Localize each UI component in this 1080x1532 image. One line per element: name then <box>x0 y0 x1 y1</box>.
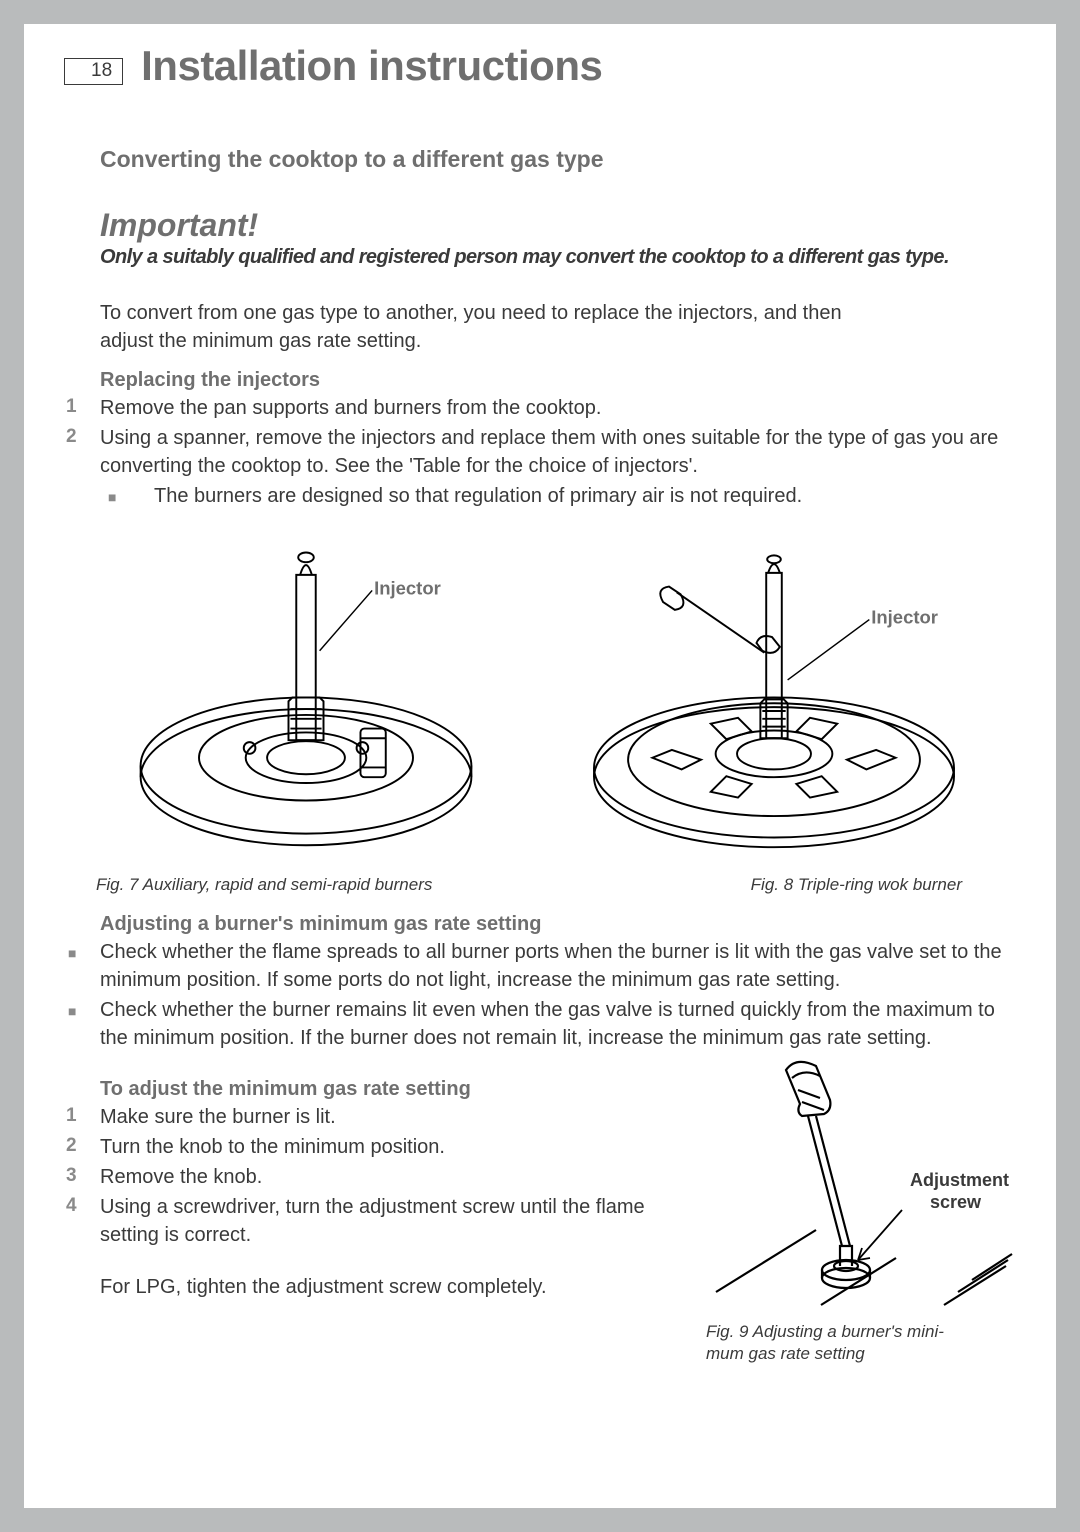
list-item: 2 Using a spanner, remove the injectors … <box>64 424 1016 480</box>
figure-caption: Fig. 9 Adjusting a burner's mini- mum ga… <box>706 1321 1016 1365</box>
replacing-bullet: ■ The burners are designed so that regul… <box>100 482 1016 510</box>
step-text: Remove the knob. <box>100 1163 676 1191</box>
bullet-icon: ■ <box>64 938 100 964</box>
adjusting-bullets: ■ Check whether the flame spreads to all… <box>64 938 1016 1052</box>
bottom-row: To adjust the minimum gas rate setting 1… <box>64 1060 1016 1365</box>
important-subtext: Only a suitably qualified and registered… <box>100 246 1016 269</box>
figure-caption: Fig. 8 Triple-ring wok burner <box>560 875 988 895</box>
bullet-text: Check whether the burner remains lit eve… <box>100 996 1016 1052</box>
adjustment-label-1: Adjustment <box>910 1170 1009 1190</box>
bullet-icon: ■ <box>100 482 154 508</box>
step-text: Using a screwdriver, turn the adjustment… <box>100 1193 676 1249</box>
step-number: 2 <box>64 424 100 451</box>
figures-row: Injector Fig. 7 Auxiliary, rapid and sem… <box>92 534 988 895</box>
figure-7: Injector Fig. 7 Auxiliary, rapid and sem… <box>92 534 520 895</box>
page-number-box: 18 <box>64 58 123 85</box>
lpg-note: For LPG, tighten the adjustment screw co… <box>100 1273 676 1301</box>
step-number: 4 <box>64 1193 100 1220</box>
figure-9: Adjustment screw Fig. 9 Adjusting a burn… <box>706 1060 1016 1365</box>
list-item: ■ Check whether the flame spreads to all… <box>64 938 1016 994</box>
section-heading: Converting the cooktop to a different ga… <box>100 146 1016 173</box>
toadjust-heading: To adjust the minimum gas rate setting <box>100 1078 676 1101</box>
important-heading: Important! <box>100 207 1016 244</box>
manual-page: 18 Installation instructions Converting … <box>24 24 1056 1508</box>
step-number: 2 <box>64 1133 100 1160</box>
burner-diagram-icon: Injector <box>92 534 520 865</box>
adjustment-screw-diagram-icon: Adjustment screw <box>706 1060 1016 1310</box>
toadjust-steps: 1Make sure the burner is lit. 2Turn the … <box>64 1103 676 1249</box>
list-item: 3Remove the knob. <box>64 1163 676 1191</box>
list-item: ■ Check whether the burner remains lit e… <box>64 996 1016 1052</box>
list-item: 4Using a screwdriver, turn the adjustmen… <box>64 1193 676 1249</box>
step-number: 1 <box>64 1103 100 1130</box>
adjusting-heading: Adjusting a burner's minimum gas rate se… <box>100 913 1016 936</box>
step-text: Make sure the burner is lit. <box>100 1103 676 1131</box>
step-number: 3 <box>64 1163 100 1190</box>
intro-paragraph: To convert from one gas type to another,… <box>100 299 1016 355</box>
step-text: Remove the pan supports and burners from… <box>100 394 1016 422</box>
bullet-icon: ■ <box>64 996 100 1022</box>
figure-8: Injector Fig. 8 Triple-ring wok burner <box>560 534 988 895</box>
list-item: 1 Remove the pan supports and burners fr… <box>64 394 1016 422</box>
list-item: 1Make sure the burner is lit. <box>64 1103 676 1131</box>
bottom-left: To adjust the minimum gas rate setting 1… <box>64 1060 676 1365</box>
step-number: 1 <box>64 394 100 421</box>
replacing-heading: Replacing the injectors <box>100 369 1016 392</box>
step-text: Turn the knob to the minimum position. <box>100 1133 676 1161</box>
list-item: 2Turn the knob to the minimum position. <box>64 1133 676 1161</box>
injector-label: Injector <box>374 577 441 598</box>
wok-burner-diagram-icon: Injector <box>560 534 988 865</box>
replacing-steps: 1 Remove the pan supports and burners fr… <box>64 394 1016 480</box>
injector-label: Injector <box>871 606 938 627</box>
title-row: 18 Installation instructions <box>64 42 1016 90</box>
bullet-text: Check whether the flame spreads to all b… <box>100 938 1016 994</box>
bullet-text: The burners are designed so that regulat… <box>154 482 1016 510</box>
adjustment-label-2: screw <box>930 1192 982 1212</box>
list-item: ■ The burners are designed so that regul… <box>100 482 1016 510</box>
main-title: Installation instructions <box>141 42 602 90</box>
step-text: Using a spanner, remove the injectors an… <box>100 424 1016 480</box>
figure-caption: Fig. 7 Auxiliary, rapid and semi-rapid b… <box>92 875 520 895</box>
